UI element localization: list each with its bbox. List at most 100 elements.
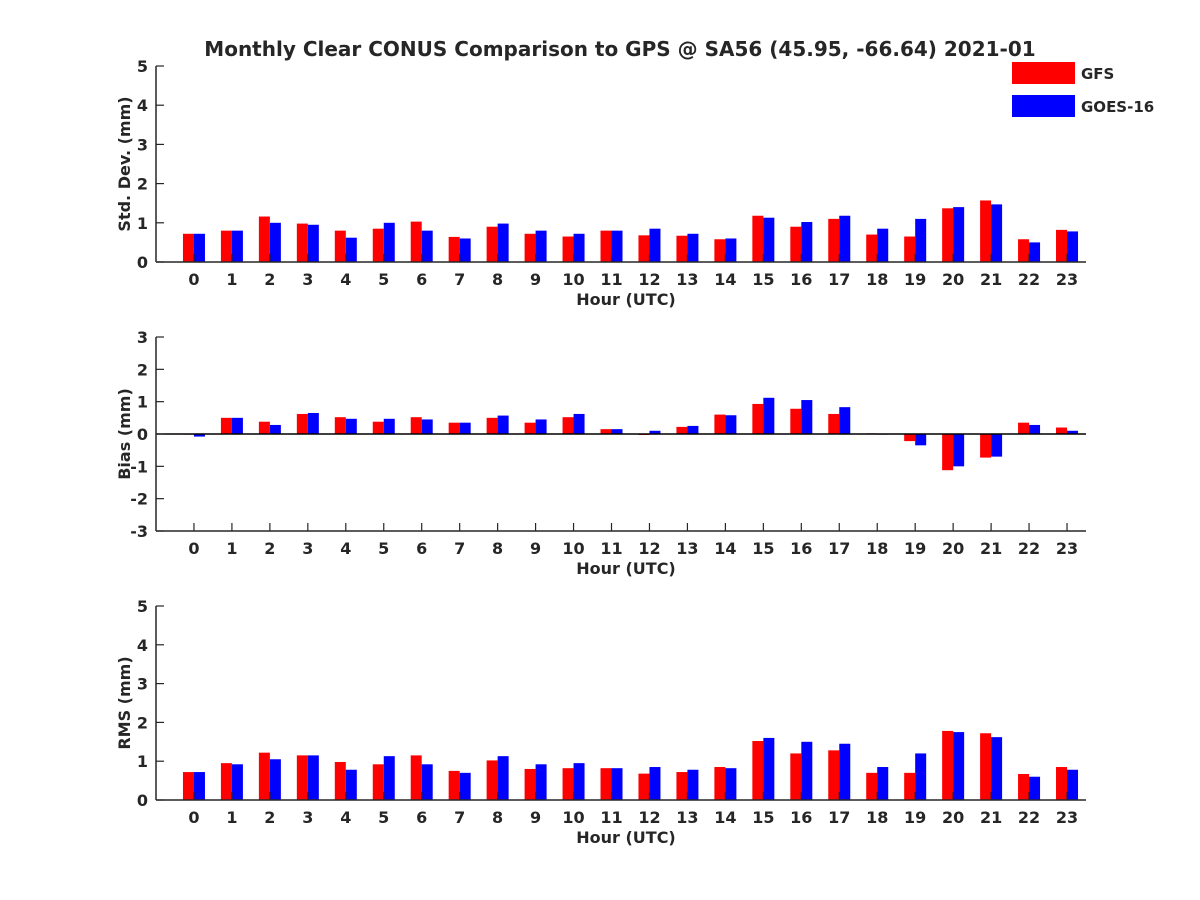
x-tick-label: 12 (638, 808, 660, 827)
x-tick-label: 12 (638, 270, 660, 289)
bar-goes-16-3 (307, 755, 319, 800)
y-tick-label: 3 (137, 328, 148, 347)
bar-gfs-22 (1018, 422, 1030, 434)
x-tick-label: 23 (1056, 539, 1078, 558)
y-tick-label: -3 (130, 522, 148, 541)
bar-goes-16-19 (915, 218, 927, 262)
bar-gfs-17 (828, 218, 840, 262)
legend-label: GFS (1081, 65, 1114, 83)
y-tick-label: 5 (137, 57, 148, 76)
bar-goes-16-19 (915, 434, 927, 446)
x-tick-label: 19 (904, 270, 926, 289)
x-tick-label: 14 (714, 270, 736, 289)
y-tick-label: 2 (137, 360, 148, 379)
x-tick-label: 0 (188, 539, 199, 558)
bar-goes-16-7 (459, 772, 471, 800)
x-tick-label: 8 (492, 808, 503, 827)
bar-gfs-11 (600, 768, 612, 800)
bar-gfs-10 (562, 768, 574, 800)
bar-gfs-4 (334, 417, 346, 434)
bar-gfs-13 (676, 772, 688, 800)
bar-goes-16-17 (839, 215, 851, 262)
bar-gfs-2 (258, 216, 270, 262)
bar-goes-16-6 (421, 419, 433, 434)
bar-gfs-15 (752, 403, 764, 434)
y-tick-label: 5 (137, 597, 148, 616)
bar-gfs-12 (638, 235, 650, 262)
x-tick-label: 18 (866, 539, 888, 558)
x-tick-label: 9 (530, 539, 541, 558)
bar-gfs-7 (448, 422, 460, 434)
x-tick-label: 13 (676, 539, 698, 558)
bar-goes-16-10 (573, 413, 585, 434)
x-tick-label: 8 (492, 270, 503, 289)
bar-goes-16-1 (231, 417, 243, 434)
bar-gfs-3 (296, 755, 308, 800)
bar-goes-16-13 (687, 425, 699, 434)
x-tick-label: 1 (226, 270, 237, 289)
bar-goes-16-15 (763, 397, 775, 434)
bar-goes-16-23 (1067, 231, 1079, 262)
bar-goes-16-8 (497, 756, 509, 800)
bar-goes-16-0 (193, 772, 205, 800)
x-tick-label: 17 (828, 808, 850, 827)
bar-goes-16-22 (1029, 776, 1041, 800)
bar-goes-16-22 (1029, 424, 1041, 434)
y-tick-label: 4 (137, 636, 148, 655)
bar-gfs-13 (676, 426, 688, 434)
bar-goes-16-21 (991, 434, 1003, 457)
x-tick-label: 3 (302, 808, 313, 827)
y-tick-label: 3 (137, 675, 148, 694)
x-tick-label: 15 (752, 808, 774, 827)
x-tick-label: 22 (1018, 270, 1040, 289)
bar-goes-16-2 (269, 222, 281, 262)
x-axis-label: Hour (UTC) (576, 290, 676, 309)
x-tick-label: 5 (378, 270, 389, 289)
bar-goes-16-12 (649, 228, 661, 262)
x-tick-label: 7 (454, 808, 465, 827)
bar-gfs-8 (486, 760, 498, 800)
x-tick-label: 23 (1056, 270, 1078, 289)
x-tick-label: 22 (1018, 539, 1040, 558)
x-tick-label: 13 (676, 270, 698, 289)
y-tick-label: 0 (137, 791, 148, 810)
bar-gfs-6 (410, 755, 422, 800)
x-tick-label: 19 (904, 539, 926, 558)
x-tick-label: 16 (790, 808, 812, 827)
bar-goes-16-20 (953, 207, 965, 262)
bar-gfs-6 (410, 417, 422, 434)
x-tick-label: 0 (188, 270, 199, 289)
y-tick-label: 1 (137, 214, 148, 233)
bar-gfs-19 (904, 772, 916, 800)
x-tick-label: 22 (1018, 808, 1040, 827)
bar-gfs-16 (790, 226, 802, 262)
bar-goes-16-9 (535, 764, 547, 800)
bar-goes-16-14 (725, 768, 737, 800)
x-axis-label: Hour (UTC) (576, 828, 676, 847)
bar-gfs-1 (220, 763, 232, 800)
bar-goes-16-9 (535, 230, 547, 262)
y-tick-label: 0 (137, 253, 148, 272)
bar-gfs-15 (752, 215, 764, 262)
x-tick-label: 3 (302, 270, 313, 289)
bar-gfs-5 (372, 764, 384, 800)
y-tick-label: 2 (137, 175, 148, 194)
x-axis-label: Hour (UTC) (576, 559, 676, 578)
bar-goes-16-3 (307, 224, 319, 262)
bar-gfs-16 (790, 753, 802, 800)
bar-gfs-14 (714, 767, 726, 800)
bar-goes-16-10 (573, 233, 585, 262)
x-tick-label: 18 (866, 808, 888, 827)
bar-goes-16-12 (649, 767, 661, 800)
bar-goes-16-4 (345, 769, 357, 800)
x-tick-label: 14 (714, 808, 736, 827)
bar-goes-16-6 (421, 230, 433, 262)
bar-goes-16-7 (459, 422, 471, 434)
x-tick-label: 5 (378, 808, 389, 827)
x-tick-label: 13 (676, 808, 698, 827)
bar-goes-16-15 (763, 217, 775, 262)
bar-gfs-4 (334, 230, 346, 262)
x-tick-label: 10 (562, 270, 584, 289)
